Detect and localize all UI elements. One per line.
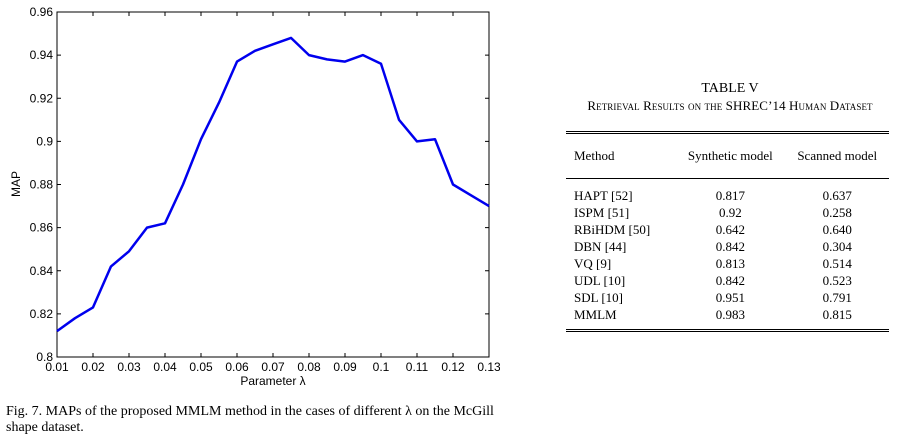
method-cell: UDL [10] (574, 273, 626, 288)
x-tick-label: 0.12 (441, 360, 465, 374)
method-cell: ISPM [51] (574, 205, 630, 220)
table-row: DBN [44] 0.842 0.304 (566, 238, 889, 255)
table-row: UDL [10] 0.842 0.523 (566, 272, 889, 289)
synthetic-cell: 0.817 (715, 188, 745, 203)
x-tick-label: 0.01 (45, 360, 69, 374)
results-table: Method Synthetic model Scanned model HAP… (566, 131, 889, 332)
table-row: VQ [9] 0.813 0.514 (566, 255, 889, 272)
scanned-cell: 0.791 (822, 290, 852, 305)
synthetic-cell: 0.983 (715, 307, 745, 322)
y-tick-label: 0.8 (36, 350, 53, 364)
synthetic-cell: 0.951 (715, 290, 745, 305)
method-cell: DBN [44] (574, 239, 627, 254)
y-tick-label: 0.88 (30, 178, 54, 192)
synthetic-cell: 0.842 (715, 239, 745, 254)
table-row: HAPT [52] 0.817 0.637 (566, 179, 889, 205)
table-row: SDL [10] 0.951 0.791 (566, 289, 889, 306)
y-tick-label: 0.86 (30, 221, 54, 235)
x-tick-label: 0.05 (189, 360, 213, 374)
x-tick-label: 0.04 (153, 360, 177, 374)
table-subtitle: Retrieval Results on the SHREC’14 Human … (587, 98, 873, 113)
y-tick-label: 0.96 (30, 5, 54, 19)
method-cell: HAPT [52] (574, 188, 633, 203)
x-axis-label: Parameter λ (240, 374, 305, 388)
y-tick-label: 0.84 (30, 264, 54, 278)
map-line-chart: 0.80.820.840.860.880.90.920.940.96 0.01 0… (9, 5, 500, 388)
axis-ticks (56, 11, 490, 358)
scanned-cell: 0.304 (822, 239, 852, 254)
x-tick-label: 0.11 (406, 360, 429, 374)
header-scanned-model: Scanned model (797, 148, 878, 163)
plot-frame (56, 11, 490, 358)
x-tick-label: 0.03 (117, 360, 141, 374)
table-title: TABLE V (701, 81, 759, 96)
table-row: RBiHDM [50] 0.642 0.640 (566, 221, 889, 238)
scanned-cell: 0.640 (822, 222, 852, 237)
synthetic-cell: 0.642 (715, 222, 745, 237)
scanned-cell: 0.514 (822, 256, 852, 271)
synthetic-cell: 0.92 (718, 205, 742, 220)
figure-caption: Fig. 7. MAPs of the proposed MMLM method… (6, 404, 494, 435)
x-tick-label: 0.09 (333, 360, 357, 374)
y-axis-label: MAP (9, 171, 23, 197)
y-tick-label: 0.9 (36, 134, 53, 148)
x-tick-label: 0.07 (261, 360, 285, 374)
scanned-cell: 0.637 (822, 188, 852, 203)
y-tick-label: 0.92 (30, 91, 54, 105)
synthetic-cell: 0.842 (715, 273, 745, 288)
x-tick-label: 0.02 (81, 360, 105, 374)
header-synthetic-model: Synthetic model (687, 148, 773, 163)
y-tick-labels: 0.8 0.82 0.84 0.86 0.88 0.9 0.92 0.94 0.96 (30, 5, 54, 364)
scanned-cell: 0.523 (822, 273, 852, 288)
method-cell: VQ [9] (574, 256, 612, 271)
y-tick-label: 0.94 (30, 48, 54, 62)
scanned-cell: 0.815 (822, 307, 852, 322)
header-method: Method (574, 148, 615, 163)
y-tick-label: 0.82 (30, 307, 54, 321)
scanned-cell: 0.258 (822, 205, 852, 220)
map-series-line (56, 36, 490, 333)
method-cell: RBiHDM [50] (574, 222, 651, 237)
method-cell: SDL [10] (574, 290, 623, 305)
x-tick-label: 0.08 (297, 360, 321, 374)
table-row: MMLM 0.983 0.815 (566, 306, 889, 331)
table-header-row: Method Synthetic model Scanned model (566, 133, 889, 179)
table-row: ISPM [51] 0.92 0.258 (566, 204, 889, 221)
method-cell: MMLM (574, 307, 617, 322)
synthetic-cell: 0.813 (715, 256, 745, 271)
x-tick-label: 0.06 (225, 360, 249, 374)
x-tick-label: 0.13 (477, 360, 500, 374)
x-tick-label: 0.1 (373, 360, 390, 374)
x-tick-labels: 0.01 0.02 0.03 0.04 0.05 0.06 0.07 0.08 0.09 0.1 0… (45, 360, 500, 374)
